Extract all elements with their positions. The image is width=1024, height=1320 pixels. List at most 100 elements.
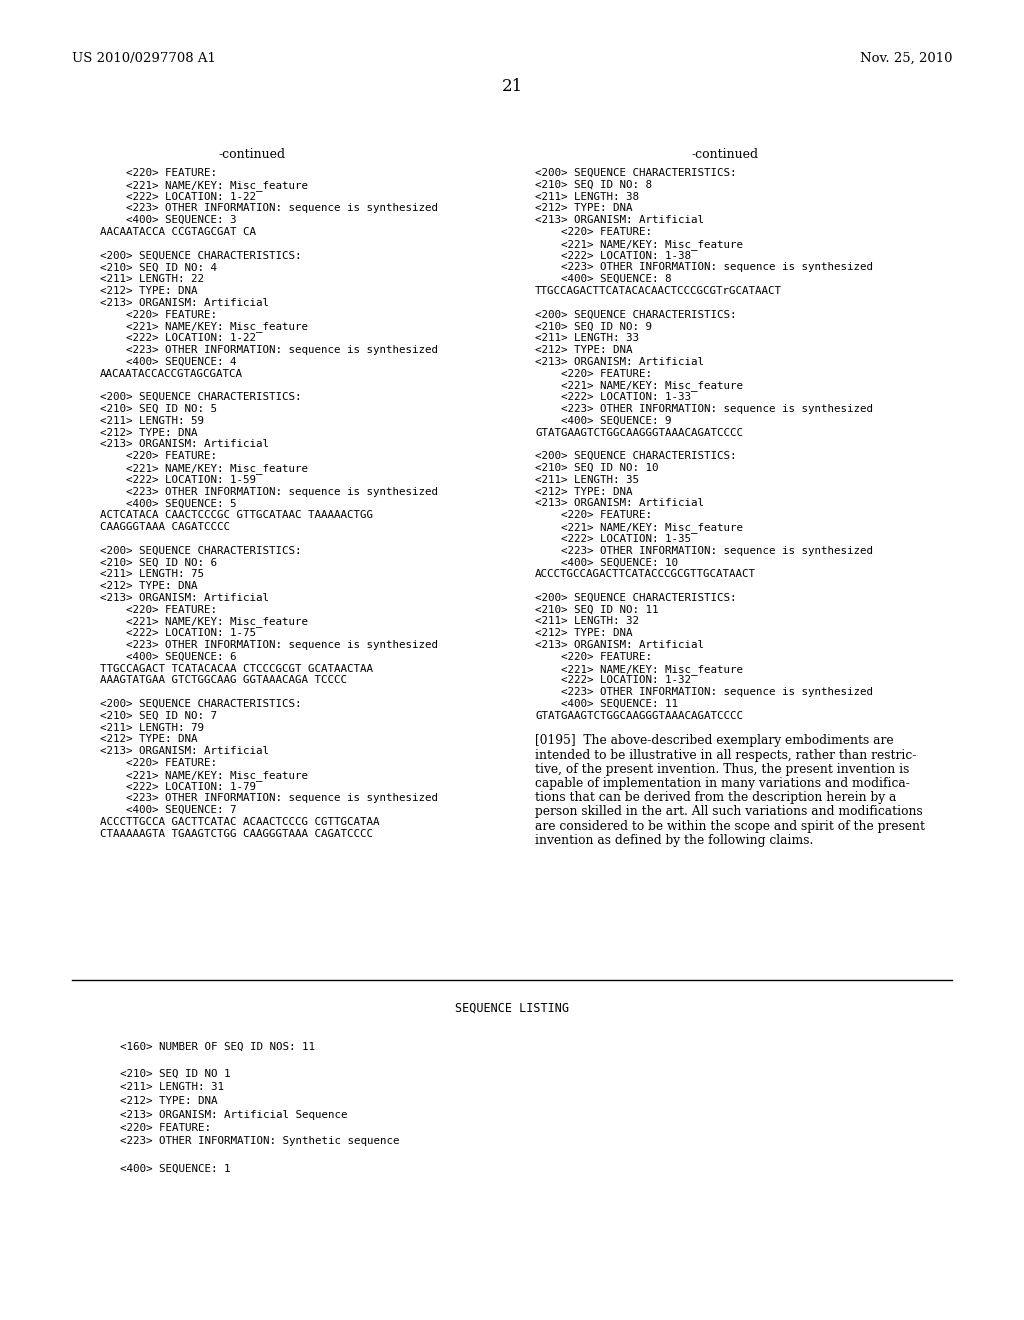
Text: <220> FEATURE:: <220> FEATURE:	[100, 451, 217, 461]
Text: <200> SEQUENCE CHARACTERISTICS:: <200> SEQUENCE CHARACTERISTICS:	[100, 251, 301, 260]
Text: <210> SEQ ID NO: 10: <210> SEQ ID NO: 10	[535, 463, 658, 473]
Text: <220> FEATURE:: <220> FEATURE:	[100, 605, 217, 615]
Text: ACTCATACA CAACTCCCGC GTTGCATAAC TAAAAACTGG: ACTCATACA CAACTCCCGC GTTGCATAAC TAAAAACT…	[100, 511, 373, 520]
Text: AAAGTATGAA GTCTGGCAAG GGTAAACAGA TCCCC: AAAGTATGAA GTCTGGCAAG GGTAAACAGA TCCCC	[100, 676, 347, 685]
Text: GTATGAAGTCTGGCAAGGGTAAACAGATCCCC: GTATGAAGTCTGGCAAGGGTAAACAGATCCCC	[535, 428, 743, 438]
Text: -continued: -continued	[218, 148, 286, 161]
Text: <210> SEQ ID NO: 6: <210> SEQ ID NO: 6	[100, 557, 217, 568]
Text: <213> ORGANISM: Artificial Sequence: <213> ORGANISM: Artificial Sequence	[120, 1110, 347, 1119]
Text: <211> LENGTH: 32: <211> LENGTH: 32	[535, 616, 639, 627]
Text: <400> SEQUENCE: 4: <400> SEQUENCE: 4	[100, 356, 237, 367]
Text: <210> SEQ ID NO: 11: <210> SEQ ID NO: 11	[535, 605, 658, 615]
Text: <400> SEQUENCE: 1: <400> SEQUENCE: 1	[120, 1163, 230, 1173]
Text: <211> LENGTH: 38: <211> LENGTH: 38	[535, 191, 639, 202]
Text: <221> NAME/KEY: Misc_feature: <221> NAME/KEY: Misc_feature	[535, 521, 743, 533]
Text: <223> OTHER INFORMATION: sequence is synthesized: <223> OTHER INFORMATION: sequence is syn…	[100, 203, 438, 214]
Text: <400> SEQUENCE: 10: <400> SEQUENCE: 10	[535, 557, 678, 568]
Text: <212> TYPE: DNA: <212> TYPE: DNA	[535, 345, 633, 355]
Text: <221> NAME/KEY: Misc_feature: <221> NAME/KEY: Misc_feature	[100, 770, 308, 780]
Text: <223> OTHER INFORMATION: sequence is synthesized: <223> OTHER INFORMATION: sequence is syn…	[535, 263, 873, 272]
Text: <200> SEQUENCE CHARACTERISTICS:: <200> SEQUENCE CHARACTERISTICS:	[100, 545, 301, 556]
Text: Nov. 25, 2010: Nov. 25, 2010	[859, 51, 952, 65]
Text: <200> SEQUENCE CHARACTERISTICS:: <200> SEQUENCE CHARACTERISTICS:	[100, 700, 301, 709]
Text: <400> SEQUENCE: 8: <400> SEQUENCE: 8	[535, 275, 672, 284]
Text: <222> LOCATION: 1-59: <222> LOCATION: 1-59	[100, 475, 256, 484]
Text: <210> SEQ ID NO 1: <210> SEQ ID NO 1	[120, 1069, 230, 1078]
Text: CAAGGGTAAA CAGATCCCC: CAAGGGTAAA CAGATCCCC	[100, 521, 230, 532]
Text: ACCCTTGCCA GACTTCATAC ACAACTCCCG CGTTGCATAA: ACCCTTGCCA GACTTCATAC ACAACTCCCG CGTTGCA…	[100, 817, 380, 828]
Text: <222> LOCATION: 1-38: <222> LOCATION: 1-38	[535, 251, 691, 260]
Text: <212> TYPE: DNA: <212> TYPE: DNA	[120, 1096, 217, 1106]
Text: <400> SEQUENCE: 9: <400> SEQUENCE: 9	[535, 416, 672, 426]
Text: intended to be illustrative in all respects, rather than restric-: intended to be illustrative in all respe…	[535, 748, 916, 762]
Text: <213> ORGANISM: Artificial: <213> ORGANISM: Artificial	[100, 593, 269, 603]
Text: ACCCTGCCAGACTTCATACCCGCGTTGCATAACT: ACCCTGCCAGACTTCATACCCGCGTTGCATAACT	[535, 569, 756, 579]
Text: <221> NAME/KEY: Misc_feature: <221> NAME/KEY: Misc_feature	[100, 180, 308, 190]
Text: <200> SEQUENCE CHARACTERISTICS:: <200> SEQUENCE CHARACTERISTICS:	[535, 451, 736, 461]
Text: <213> ORGANISM: Artificial: <213> ORGANISM: Artificial	[100, 746, 269, 756]
Text: <200> SEQUENCE CHARACTERISTICS:: <200> SEQUENCE CHARACTERISTICS:	[100, 392, 301, 403]
Text: <200> SEQUENCE CHARACTERISTICS:: <200> SEQUENCE CHARACTERISTICS:	[535, 310, 736, 319]
Text: <223> OTHER INFORMATION: sequence is synthesized: <223> OTHER INFORMATION: sequence is syn…	[100, 793, 438, 804]
Text: US 2010/0297708 A1: US 2010/0297708 A1	[72, 51, 216, 65]
Text: <212> TYPE: DNA: <212> TYPE: DNA	[100, 286, 198, 296]
Text: <222> LOCATION: 1-75: <222> LOCATION: 1-75	[100, 628, 256, 638]
Text: AACAATACCACCGTAGCGATCA: AACAATACCACCGTAGCGATCA	[100, 368, 243, 379]
Text: <211> LENGTH: 33: <211> LENGTH: 33	[535, 333, 639, 343]
Text: <221> NAME/KEY: Misc_feature: <221> NAME/KEY: Misc_feature	[100, 321, 308, 333]
Text: -continued: -continued	[691, 148, 759, 161]
Text: <213> ORGANISM: Artificial: <213> ORGANISM: Artificial	[535, 356, 705, 367]
Text: <200> SEQUENCE CHARACTERISTICS:: <200> SEQUENCE CHARACTERISTICS:	[535, 593, 736, 603]
Text: <222> LOCATION: 1-33: <222> LOCATION: 1-33	[535, 392, 691, 403]
Text: <223> OTHER INFORMATION: sequence is synthesized: <223> OTHER INFORMATION: sequence is syn…	[100, 345, 438, 355]
Text: <200> SEQUENCE CHARACTERISTICS:: <200> SEQUENCE CHARACTERISTICS:	[535, 168, 736, 178]
Text: <213> ORGANISM: Artificial: <213> ORGANISM: Artificial	[100, 298, 269, 308]
Text: <222> LOCATION: 1-35: <222> LOCATION: 1-35	[535, 533, 691, 544]
Text: <212> TYPE: DNA: <212> TYPE: DNA	[535, 487, 633, 496]
Text: <220> FEATURE:: <220> FEATURE:	[535, 368, 652, 379]
Text: <212> TYPE: DNA: <212> TYPE: DNA	[535, 628, 633, 638]
Text: <220> FEATURE:: <220> FEATURE:	[100, 168, 217, 178]
Text: <223> OTHER INFORMATION: sequence is synthesized: <223> OTHER INFORMATION: sequence is syn…	[535, 404, 873, 414]
Text: person skilled in the art. All such variations and modifications: person skilled in the art. All such vari…	[535, 805, 923, 818]
Text: <222> LOCATION: 1-79: <222> LOCATION: 1-79	[100, 781, 256, 792]
Text: <213> ORGANISM: Artificial: <213> ORGANISM: Artificial	[100, 440, 269, 449]
Text: <221> NAME/KEY: Misc_feature: <221> NAME/KEY: Misc_feature	[100, 616, 308, 627]
Text: <223> OTHER INFORMATION: sequence is synthesized: <223> OTHER INFORMATION: sequence is syn…	[535, 688, 873, 697]
Text: <212> TYPE: DNA: <212> TYPE: DNA	[100, 734, 198, 744]
Text: <211> LENGTH: 59: <211> LENGTH: 59	[100, 416, 204, 426]
Text: <210> SEQ ID NO: 7: <210> SEQ ID NO: 7	[100, 710, 217, 721]
Text: <211> LENGTH: 79: <211> LENGTH: 79	[100, 722, 204, 733]
Text: <400> SEQUENCE: 5: <400> SEQUENCE: 5	[100, 499, 237, 508]
Text: capable of implementation in many variations and modifica-: capable of implementation in many variat…	[535, 777, 910, 789]
Text: <211> LENGTH: 22: <211> LENGTH: 22	[100, 275, 204, 284]
Text: <212> TYPE: DNA: <212> TYPE: DNA	[100, 428, 198, 438]
Text: TTGCCAGACTTCATACACAACTCCCGCGTrGCATAACT: TTGCCAGACTTCATACACAACTCCCGCGTrGCATAACT	[535, 286, 782, 296]
Text: <211> LENGTH: 31: <211> LENGTH: 31	[120, 1082, 224, 1093]
Text: <213> ORGANISM: Artificial: <213> ORGANISM: Artificial	[535, 215, 705, 226]
Text: <221> NAME/KEY: Misc_feature: <221> NAME/KEY: Misc_feature	[100, 463, 308, 474]
Text: <222> LOCATION: 1-32: <222> LOCATION: 1-32	[535, 676, 691, 685]
Text: <400> SEQUENCE: 6: <400> SEQUENCE: 6	[100, 652, 237, 661]
Text: TTGCCAGACT TCATACACAA CTCCCGCGT GCATAACTAA: TTGCCAGACT TCATACACAA CTCCCGCGT GCATAACT…	[100, 664, 373, 673]
Text: <221> NAME/KEY: Misc_feature: <221> NAME/KEY: Misc_feature	[535, 380, 743, 391]
Text: <220> FEATURE:: <220> FEATURE:	[535, 227, 652, 238]
Text: CTAAAAAGTA TGAAGTCTGG CAAGGGTAAA CAGATCCCC: CTAAAAAGTA TGAAGTCTGG CAAGGGTAAA CAGATCC…	[100, 829, 373, 838]
Text: <223> OTHER INFORMATION: sequence is synthesized: <223> OTHER INFORMATION: sequence is syn…	[100, 487, 438, 496]
Text: <223> OTHER INFORMATION: sequence is synthesized: <223> OTHER INFORMATION: sequence is syn…	[100, 640, 438, 649]
Text: <400> SEQUENCE: 7: <400> SEQUENCE: 7	[100, 805, 237, 816]
Text: <211> LENGTH: 75: <211> LENGTH: 75	[100, 569, 204, 579]
Text: <212> TYPE: DNA: <212> TYPE: DNA	[100, 581, 198, 591]
Text: <221> NAME/KEY: Misc_feature: <221> NAME/KEY: Misc_feature	[535, 239, 743, 249]
Text: <211> LENGTH: 35: <211> LENGTH: 35	[535, 475, 639, 484]
Text: <223> OTHER INFORMATION: Synthetic sequence: <223> OTHER INFORMATION: Synthetic seque…	[120, 1137, 399, 1147]
Text: <220> FEATURE:: <220> FEATURE:	[535, 652, 652, 661]
Text: <222> LOCATION: 1-22: <222> LOCATION: 1-22	[100, 191, 256, 202]
Text: <221> NAME/KEY: Misc_feature: <221> NAME/KEY: Misc_feature	[535, 664, 743, 675]
Text: 21: 21	[502, 78, 522, 95]
Text: GTATGAAGTCTGGCAAGGGTAAACAGATCCCC: GTATGAAGTCTGGCAAGGGTAAACAGATCCCC	[535, 710, 743, 721]
Text: tive, of the present invention. Thus, the present invention is: tive, of the present invention. Thus, th…	[535, 763, 909, 776]
Text: <210> SEQ ID NO: 8: <210> SEQ ID NO: 8	[535, 180, 652, 190]
Text: <213> ORGANISM: Artificial: <213> ORGANISM: Artificial	[535, 499, 705, 508]
Text: invention as defined by the following claims.: invention as defined by the following cl…	[535, 834, 813, 847]
